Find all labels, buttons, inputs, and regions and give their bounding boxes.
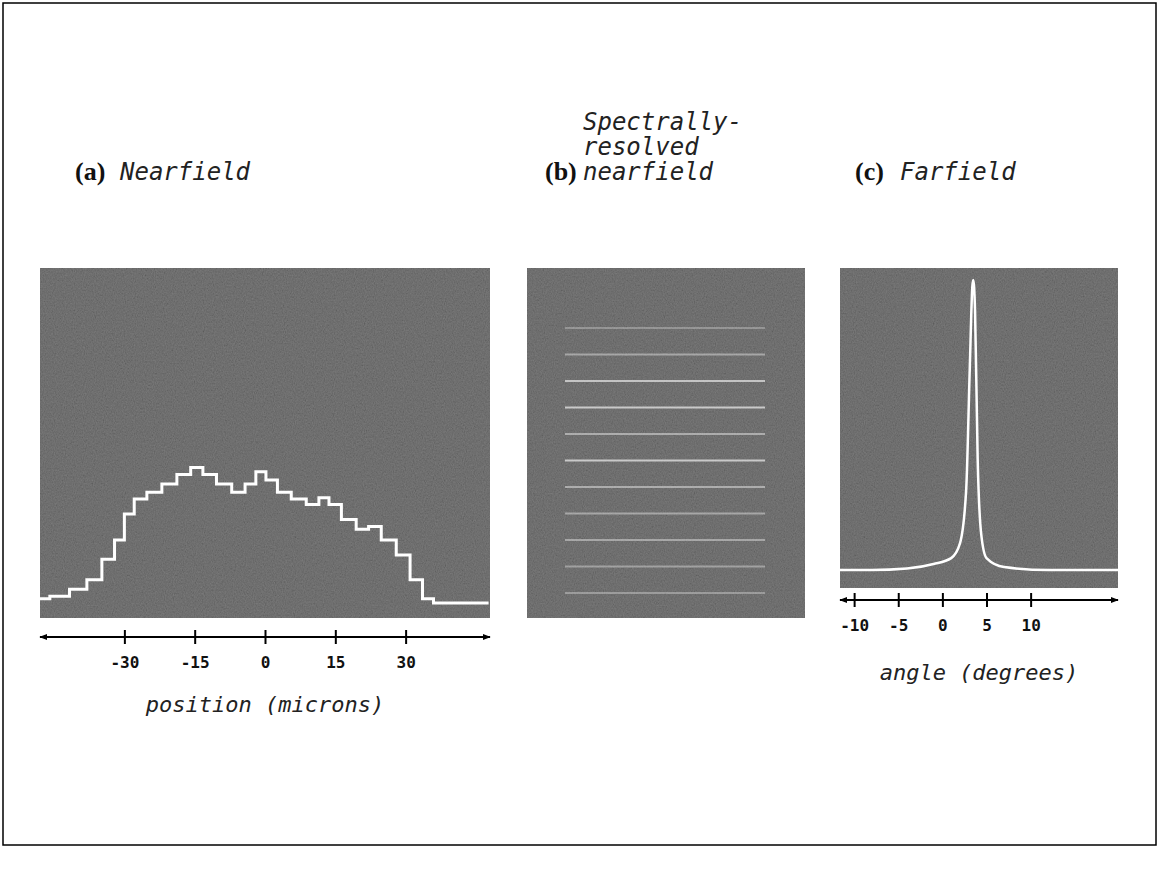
tick-mark bbox=[405, 630, 407, 644]
panel-label: (b) bbox=[545, 157, 577, 186]
panel-background bbox=[40, 268, 490, 618]
spectral-line bbox=[565, 407, 765, 409]
panel-title: Spectrally-resolvednearfield bbox=[583, 108, 742, 186]
tick-label: -30 bbox=[110, 653, 139, 672]
plot-area bbox=[40, 468, 489, 603]
spectral-line bbox=[565, 380, 765, 382]
panel-label: (c) bbox=[855, 157, 884, 186]
panel-noise bbox=[840, 268, 1118, 588]
tick-label: -15 bbox=[181, 653, 210, 672]
axis-title: angle (degrees) bbox=[880, 660, 1079, 685]
tick-mark bbox=[265, 630, 267, 644]
tick: 0 bbox=[938, 593, 948, 635]
tick-mark bbox=[124, 630, 126, 644]
tick-mark bbox=[942, 593, 944, 607]
panel-noise bbox=[40, 268, 490, 618]
panel-title: Farfield bbox=[900, 158, 1016, 186]
spectral-line bbox=[565, 433, 765, 435]
panel-background bbox=[527, 268, 805, 618]
panel-title: Nearfield bbox=[119, 158, 251, 186]
intensity-curve bbox=[840, 280, 1118, 570]
plot-area bbox=[840, 280, 1118, 570]
tick-label: -10 bbox=[840, 616, 869, 635]
tick-label: 0 bbox=[261, 653, 271, 672]
tick-label: -5 bbox=[889, 616, 908, 635]
figure: (a) Nearfield -30 -15 0 15 30 position (microns… bbox=[0, 0, 1161, 887]
tick-label: 10 bbox=[1021, 616, 1040, 635]
tick: 30 bbox=[396, 630, 415, 672]
tick: -5 bbox=[889, 593, 908, 635]
axis-line bbox=[840, 599, 1118, 601]
spectral-line bbox=[565, 539, 765, 541]
tick: -15 bbox=[181, 630, 210, 672]
tick-mark bbox=[335, 630, 337, 644]
tick: -30 bbox=[110, 630, 139, 672]
tick-label: 0 bbox=[938, 616, 948, 635]
axis-title: position (microns) bbox=[145, 692, 384, 717]
tick: -10 bbox=[840, 593, 869, 635]
tick-label: 5 bbox=[982, 616, 992, 635]
panel: (b)Spectrally-resolvednearfield bbox=[527, 108, 805, 618]
intensity-curve bbox=[40, 468, 489, 603]
panel: (a) Nearfield -30 -15 0 15 30 position (microns… bbox=[40, 157, 490, 717]
panel-noise bbox=[527, 268, 805, 618]
spectral-line bbox=[565, 460, 765, 462]
x-axis: -10 -5 0 5 10 bbox=[840, 593, 1118, 635]
tick-mark bbox=[854, 593, 856, 607]
tick-mark bbox=[1030, 593, 1032, 607]
panel: (c) Farfield -10 -5 0 5 10 angle (degrees) bbox=[840, 157, 1118, 685]
spectral-line bbox=[565, 354, 765, 356]
tick-mark bbox=[898, 593, 900, 607]
spectral-line bbox=[565, 592, 765, 594]
panel-label: (a) bbox=[75, 157, 105, 186]
tick-label: 30 bbox=[396, 653, 415, 672]
tick-mark bbox=[986, 593, 988, 607]
tick: 0 bbox=[261, 630, 271, 672]
tick: 15 bbox=[326, 630, 345, 672]
tick-label: 15 bbox=[326, 653, 345, 672]
tick-mark bbox=[194, 630, 196, 644]
x-axis: -30 -15 0 15 30 bbox=[40, 630, 490, 672]
tick: 10 bbox=[1021, 593, 1040, 635]
spectral-line bbox=[565, 513, 765, 515]
spectral-line bbox=[565, 566, 765, 568]
spectral-line bbox=[565, 327, 765, 329]
panel-background bbox=[840, 268, 1118, 588]
tick: 5 bbox=[982, 593, 992, 635]
plot-area bbox=[565, 328, 765, 593]
figure-frame bbox=[3, 3, 1156, 845]
spectral-line bbox=[565, 486, 765, 488]
